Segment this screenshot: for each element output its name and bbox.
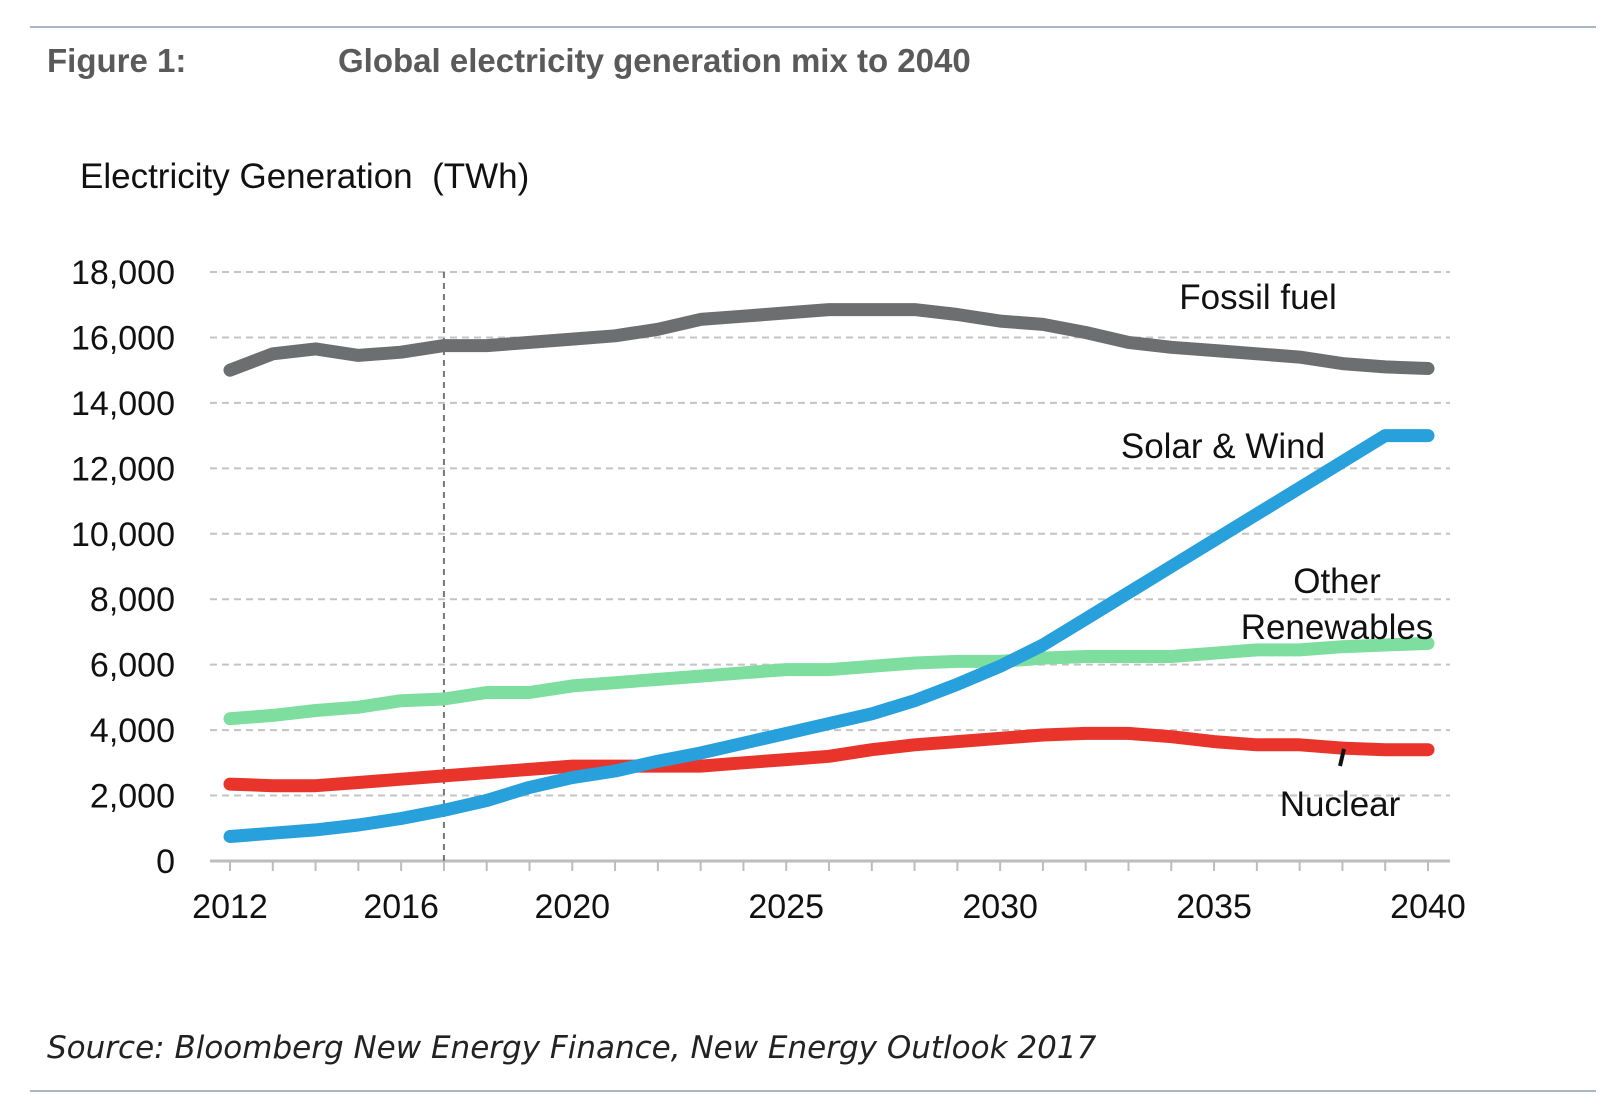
- y-tick-label: 18,000: [71, 254, 175, 292]
- y-axis-ticks: 0 2,000 4,000 6,000 8,000 10,000 12,000 14,000 1…: [71, 254, 175, 881]
- x-tick-label: 2025: [748, 888, 824, 926]
- series-label: Other: [1293, 562, 1381, 601]
- series-lines: [223, 303, 1435, 843]
- series-label: Solar & Wind: [1121, 427, 1325, 466]
- y-tick-label: 12,000: [71, 450, 175, 488]
- y-tick-label: 14,000: [71, 385, 175, 423]
- x-tick-label: 2020: [534, 888, 610, 926]
- nuclear-leader-line: [1338, 748, 1346, 767]
- top-rule: [30, 26, 1596, 28]
- series-line-nuclear: [223, 726, 1435, 793]
- series-labels: Fossil fuel Solar & Wind Other Renewables Nu…: [1121, 278, 1433, 824]
- line-chart: Electricity Generation (TWh) 0 2,000 4,000…: [71, 157, 1466, 926]
- y-tick-label: 6,000: [90, 647, 175, 685]
- y-tick-label: 0: [156, 843, 175, 881]
- y-tick-label: 4,000: [90, 712, 175, 750]
- series-label: Fossil fuel: [1179, 278, 1337, 317]
- series-label: Nuclear: [1280, 785, 1401, 824]
- x-tick-label: 2030: [962, 888, 1038, 926]
- y-tick-label: 8,000: [90, 581, 175, 619]
- x-tick-label: 2040: [1390, 888, 1466, 926]
- x-tick-label: 2016: [363, 888, 439, 926]
- y-tick-label: 16,000: [71, 319, 175, 357]
- series-line-fossil-fuel: [223, 303, 1435, 377]
- x-axis: 2012 2016 2020 2025 2030 2035 2040: [192, 859, 1466, 926]
- series-line-other-renewables: [223, 636, 1435, 726]
- y-tick-label: 10,000: [71, 516, 175, 554]
- figure-label: Figure 1:: [47, 42, 187, 79]
- figure-title: Global electricity generation mix to 204…: [338, 42, 971, 79]
- y-tick-label: 2,000: [90, 778, 175, 816]
- series-label: Renewables: [1241, 608, 1434, 647]
- x-tick-label: 2035: [1176, 888, 1252, 926]
- y-axis-label: Electricity Generation (TWh): [80, 157, 529, 196]
- x-tick-label: 2012: [192, 888, 268, 926]
- series-line-solar-wind: [223, 429, 1435, 843]
- source-note: Source: Bloomberg New Energy Finance, Ne…: [47, 1030, 1097, 1066]
- bottom-rule: [30, 1090, 1596, 1092]
- gridlines: [210, 271, 1450, 797]
